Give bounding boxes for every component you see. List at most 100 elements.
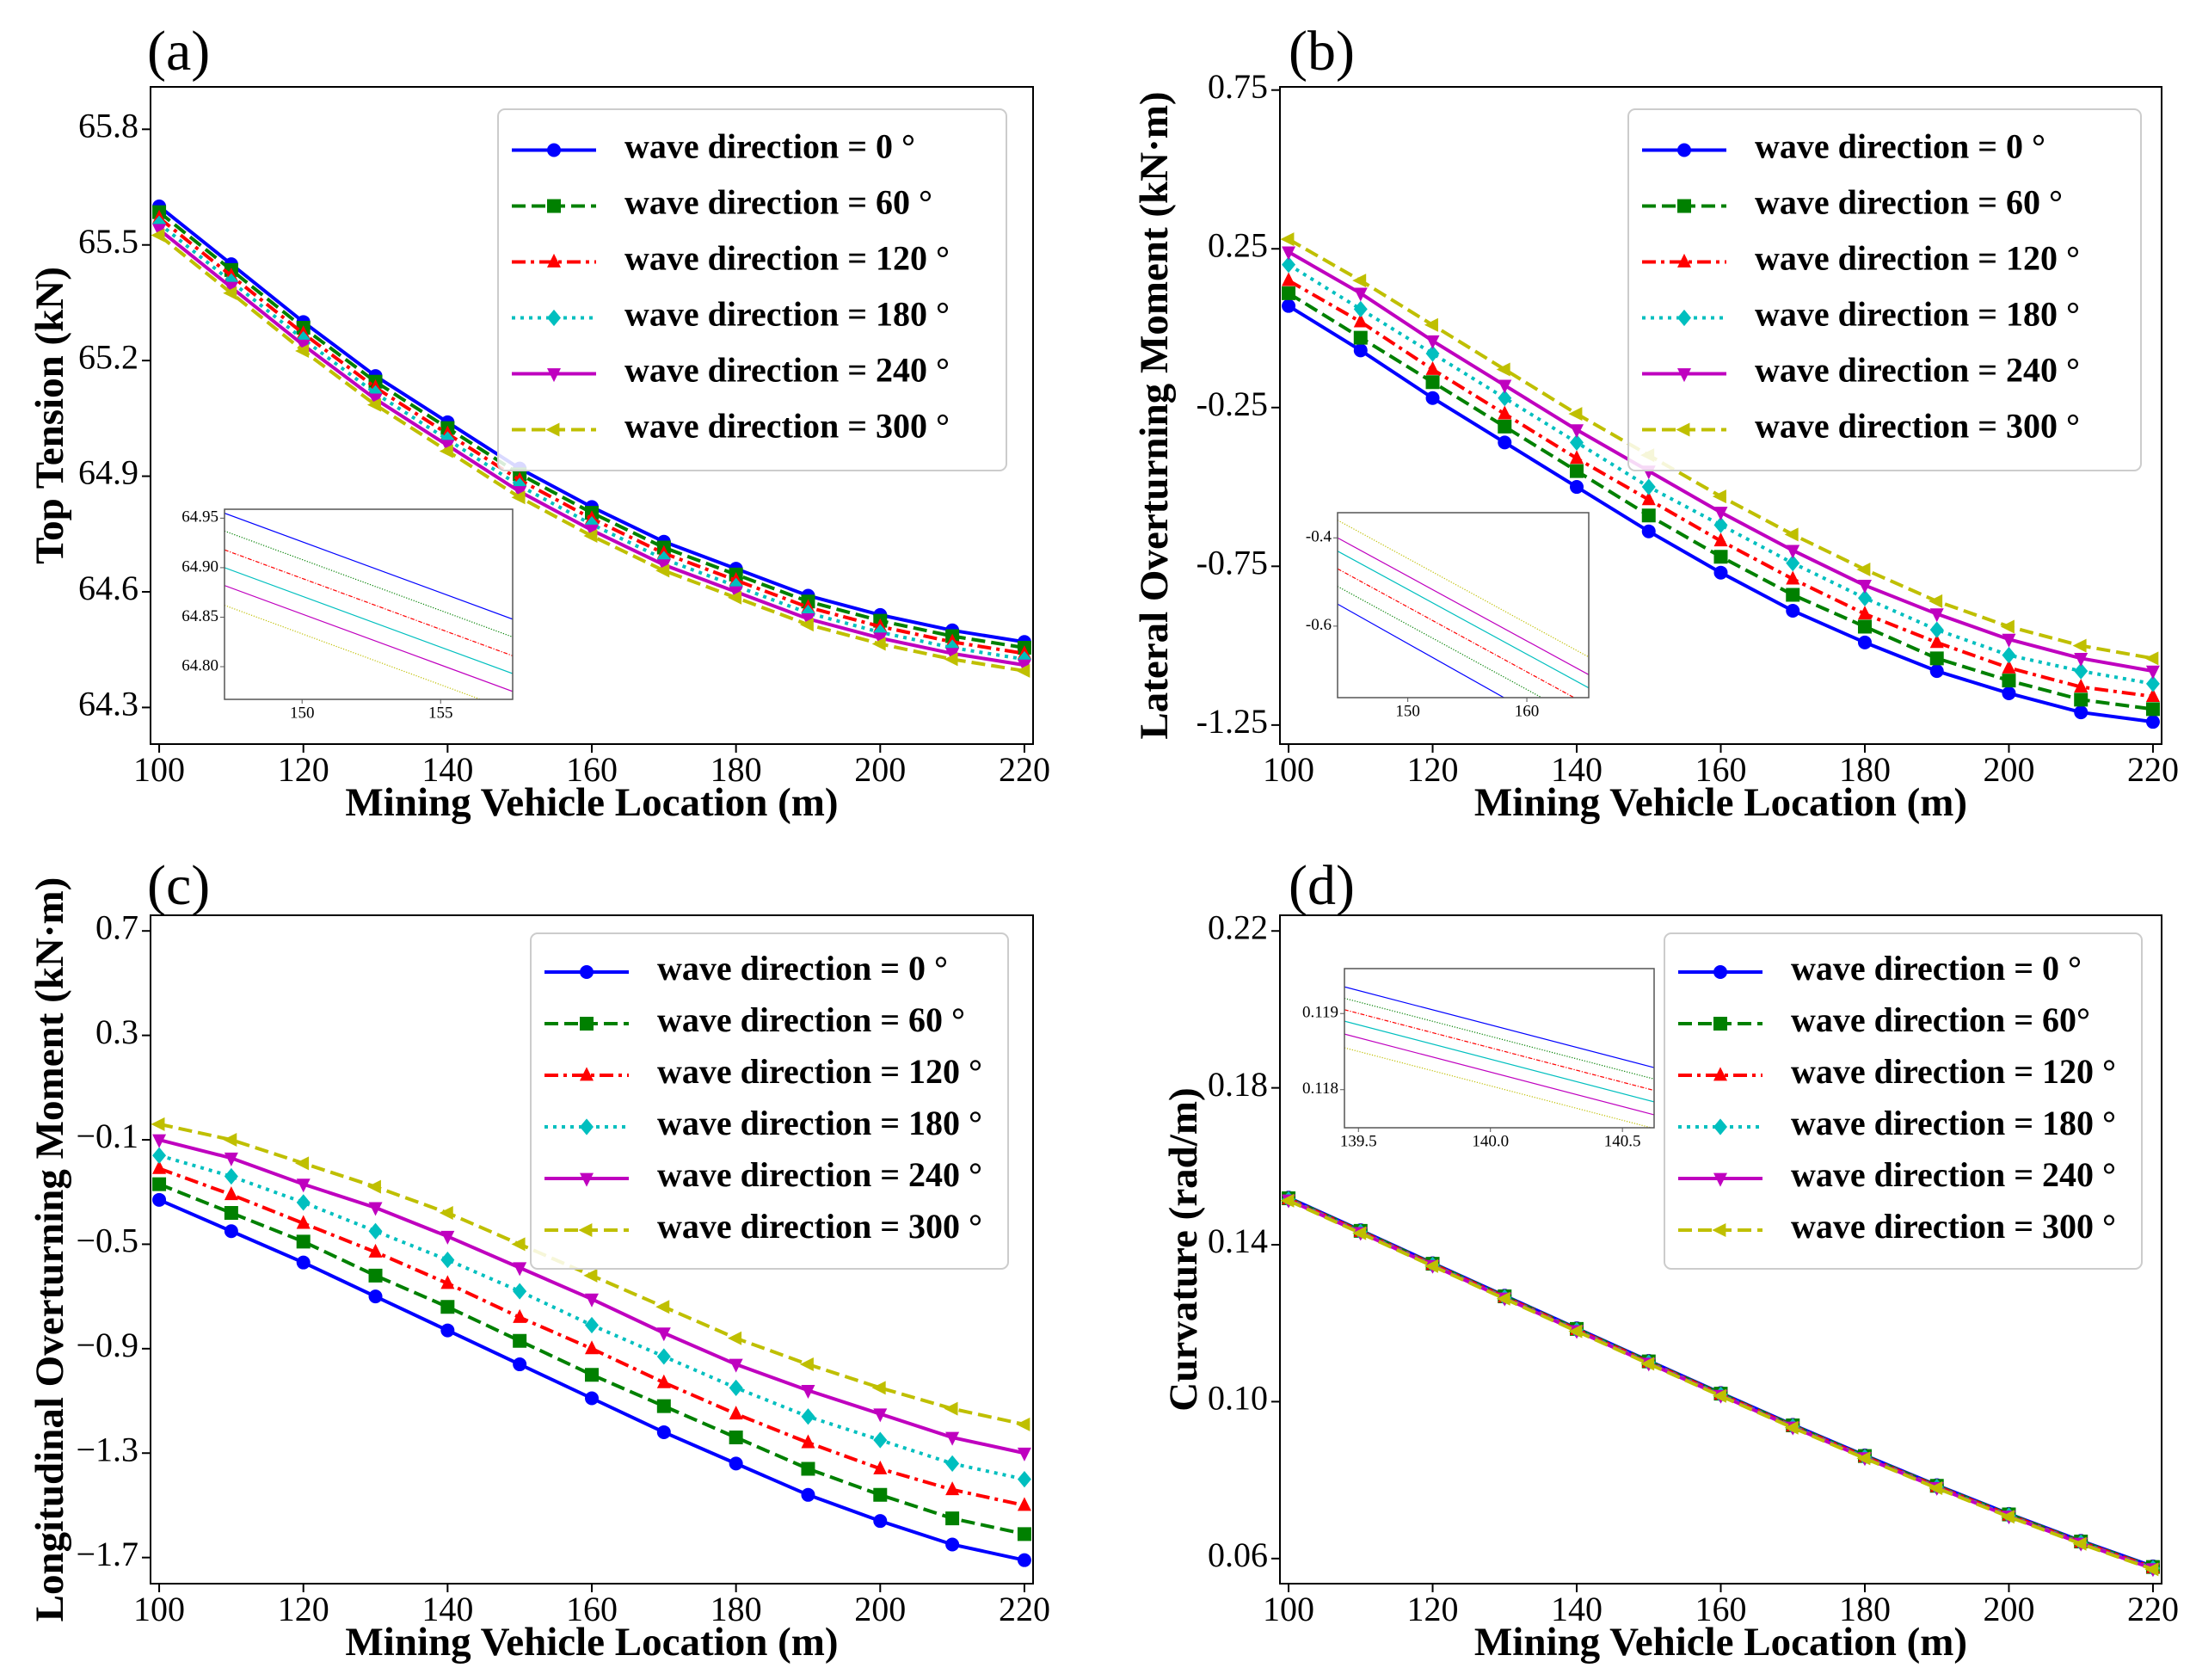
marker: [513, 486, 527, 501]
marker: [2002, 674, 2016, 688]
marker: [799, 1357, 814, 1372]
x-tick-label: 140: [1551, 1590, 1603, 1628]
y-tick-label: 0.18: [1208, 1065, 1268, 1104]
legend-label: wave direction = 180 °: [1755, 295, 2080, 334]
marker: [1784, 527, 1799, 542]
marker: [1857, 606, 1872, 620]
marker: [151, 1117, 165, 1131]
inset-frame: [1337, 512, 1590, 698]
y-tick-label: 64.9: [78, 453, 138, 492]
marker: [729, 1379, 743, 1396]
marker: [2002, 633, 2016, 648]
legend-label: wave direction = 120 °: [1755, 239, 2080, 278]
y-tick-label: −0.5: [76, 1222, 138, 1260]
marker: [2000, 619, 2015, 634]
series-line: [1338, 551, 1589, 689]
marker: [151, 228, 165, 243]
marker: [873, 1514, 888, 1529]
legend-marker: [580, 1172, 594, 1187]
panel: (d) 100 120 140 160 180 200 220 0.06 0.10 0.14 0.18…: [1161, 854, 2179, 1665]
marker: [152, 1134, 167, 1148]
marker: [1712, 489, 1726, 504]
x-tick-label: 180: [1839, 1590, 1891, 1628]
series-line: [225, 605, 483, 699]
legend-label: wave direction = 240 °: [1791, 1155, 2116, 1194]
marker: [1017, 659, 1031, 674]
y-tick-label: 0.22: [1208, 908, 1268, 946]
marker: [656, 559, 671, 574]
marker: [2074, 692, 2088, 707]
legend: wave direction = 0 ° wave direction = 60°…: [1664, 932, 2143, 1270]
panel-label: (a): [147, 20, 210, 83]
panel-label: (c): [147, 854, 210, 917]
legend-marker: [580, 1017, 594, 1031]
legend-label: wave direction = 180 °: [624, 295, 950, 334]
marker: [801, 1384, 815, 1399]
x-axis-label: Mining Vehicle Location (m): [345, 780, 838, 825]
marker: [655, 1300, 670, 1314]
marker: [585, 1368, 599, 1382]
marker: [656, 1425, 671, 1439]
marker: [2074, 652, 2088, 667]
marker: [2144, 1562, 2159, 1577]
marker: [511, 490, 526, 505]
marker: [1856, 1451, 1871, 1466]
marker: [296, 1194, 311, 1211]
marker: [728, 590, 742, 605]
legend-label: wave direction = 240 °: [1755, 351, 2080, 390]
series-line: [1344, 986, 1654, 1068]
legend-marker: [578, 1223, 593, 1237]
marker: [2002, 659, 2016, 674]
marker: [513, 1333, 527, 1348]
x-tick-label: 120: [1407, 1590, 1459, 1628]
inset-frame: [1344, 968, 1655, 1129]
x-tick-label: 100: [133, 750, 185, 789]
y-tick-label: 0.10: [1208, 1379, 1268, 1418]
marker: [1570, 464, 1584, 478]
marker: [1641, 524, 1656, 538]
legend-box: [1664, 932, 2143, 1270]
marker: [1353, 287, 1368, 302]
marker: [513, 477, 527, 495]
legend-marker: [1712, 1223, 1726, 1237]
legend-label: wave direction = 0 °: [1755, 127, 2045, 166]
marker: [944, 1401, 958, 1416]
y-tick-label: 0.7: [95, 908, 138, 946]
marker: [728, 1331, 742, 1345]
y-tick-label: -0.25: [1197, 385, 1268, 423]
legend-marker: [1677, 199, 1691, 213]
y-tick-label: 65.2: [78, 337, 138, 376]
y-tick-label: 0.14: [1208, 1222, 1268, 1260]
legend: wave direction = 0 ° wave direction = 60 …: [1627, 108, 2142, 471]
marker: [873, 632, 888, 647]
marker: [1713, 516, 1728, 533]
legend-marker: [580, 1118, 594, 1135]
marker: [295, 1156, 310, 1171]
marker: [799, 618, 814, 632]
marker: [1425, 345, 1440, 362]
marker: [1570, 424, 1584, 439]
marker: [1353, 343, 1368, 358]
marker: [511, 1237, 526, 1252]
marker: [440, 1300, 455, 1314]
series-line: [1344, 1020, 1654, 1103]
legend-label: wave direction = 120 °: [624, 239, 950, 278]
marker: [513, 1283, 527, 1300]
x-tick-label: 220: [2127, 1590, 2179, 1628]
inset-y-tick-label: 64.95: [181, 508, 218, 526]
legend-marker: [1713, 1118, 1727, 1135]
marker: [585, 1391, 599, 1406]
series-line: [1338, 568, 1576, 698]
marker: [1786, 603, 1800, 618]
x-tick-label: 160: [566, 1590, 618, 1628]
x-tick-label: 220: [999, 750, 1050, 789]
inset: 139.5 140.0 140.5 0.118 0.119: [1302, 968, 1655, 1150]
y-tick-label: -1.25: [1197, 702, 1268, 741]
marker: [296, 1234, 311, 1249]
plot-frame: [150, 914, 1034, 1585]
marker: [1017, 1527, 1031, 1542]
y-tick-label: −1.7: [76, 1535, 138, 1573]
legend-marker: [547, 309, 561, 327]
marker: [1641, 508, 1656, 523]
